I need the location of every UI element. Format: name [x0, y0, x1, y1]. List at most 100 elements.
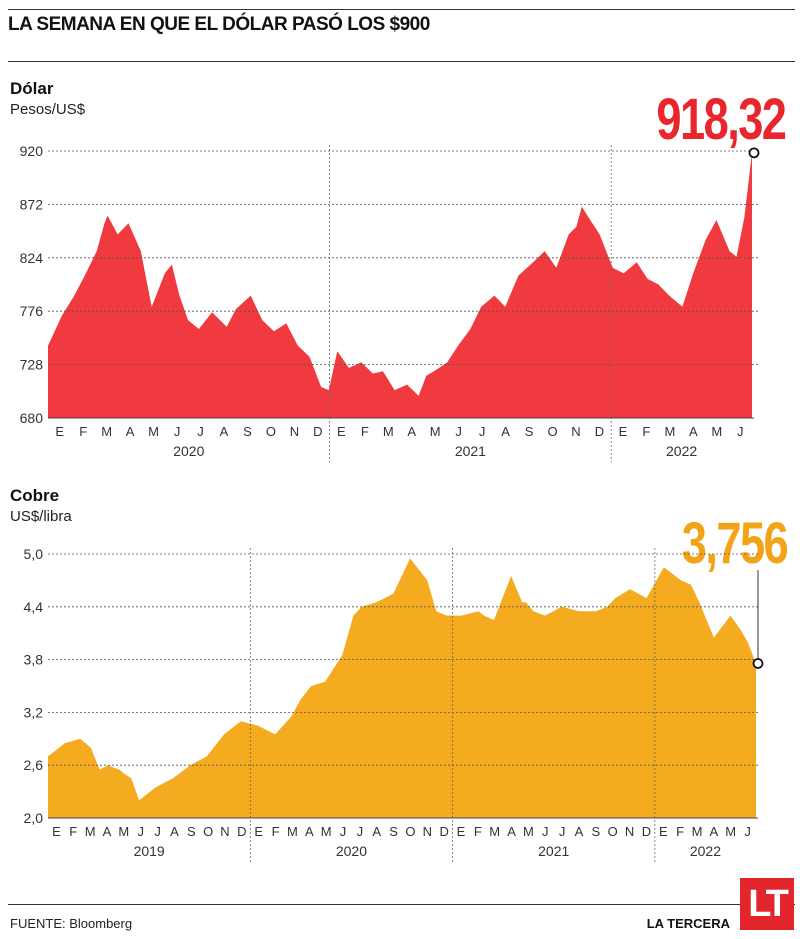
- dolar-month-label: D: [595, 424, 604, 439]
- cobre-month-label: O: [608, 824, 618, 839]
- cobre-month-label: J: [340, 824, 347, 839]
- cobre-month-label: M: [489, 824, 500, 839]
- cobre-month-label: M: [287, 824, 298, 839]
- cobre-month-label: A: [103, 824, 112, 839]
- headline: LA SEMANA EN QUE EL DÓLAR PASÓ LOS $900: [8, 14, 430, 35]
- dolar-unit: Pesos/US$: [10, 101, 86, 118]
- dolar-month-label: O: [266, 424, 276, 439]
- cobre-year-label: 2022: [690, 843, 721, 859]
- cobre-month-label: A: [507, 824, 516, 839]
- dolar-month-label: E: [55, 424, 64, 439]
- cobre-month-label: D: [439, 824, 448, 839]
- cobre-month-label: E: [254, 824, 263, 839]
- cobre-month-label: M: [321, 824, 332, 839]
- dolar-year-label: 2020: [173, 443, 204, 459]
- cobre-month-label: N: [220, 824, 229, 839]
- cobre-month-label: M: [523, 824, 534, 839]
- dolar-ytick-label: 680: [20, 410, 44, 426]
- cobre-ytick-label: 3,8: [24, 652, 44, 668]
- cobre-month-label: O: [203, 824, 213, 839]
- cobre-month-label: S: [389, 824, 398, 839]
- cobre-month-label: J: [542, 824, 549, 839]
- dolar-month-label: J: [174, 424, 181, 439]
- dolar-month-label: J: [479, 424, 486, 439]
- dolar-ytick-label: 920: [20, 143, 44, 159]
- cobre-month-label: M: [725, 824, 736, 839]
- cobre-ytick-label: 5,0: [24, 546, 44, 562]
- dolar-month-label: F: [361, 424, 369, 439]
- dolar-month-label: M: [148, 424, 159, 439]
- cobre-area: [48, 558, 756, 818]
- dolar-month-label: M: [664, 424, 675, 439]
- dolar-month-label: O: [547, 424, 557, 439]
- cobre-month-label: D: [642, 824, 651, 839]
- dolar-ytick-label: 776: [20, 303, 44, 319]
- dolar-month-label: S: [525, 424, 534, 439]
- cobre-month-label: E: [457, 824, 466, 839]
- cobre-month-label: J: [559, 824, 566, 839]
- cobre-month-label: J: [357, 824, 364, 839]
- dolar-month-label: J: [455, 424, 462, 439]
- cobre-month-label: M: [85, 824, 96, 839]
- dolar-last-point: [748, 147, 760, 159]
- cobre-month-label: A: [710, 824, 719, 839]
- dolar-year-label: 2022: [666, 443, 697, 459]
- dolar-month-label: J: [737, 424, 744, 439]
- cobre-month-label: J: [744, 824, 751, 839]
- cobre-month-label: A: [170, 824, 179, 839]
- cobre-year-label: 2020: [336, 843, 367, 859]
- cobre-month-label: A: [305, 824, 314, 839]
- header-rule: [8, 61, 795, 62]
- cobre-ytick-label: 3,2: [24, 704, 44, 720]
- dolar-area: [48, 152, 752, 418]
- cobre-month-label: A: [372, 824, 381, 839]
- cobre-chart: 5,04,43,83,22,62,0E F M A M J J A S O N D E F M A M J J A S O…: [24, 546, 764, 862]
- dolar-month-label: E: [619, 424, 628, 439]
- dolar-month-label: F: [642, 424, 650, 439]
- cobre-ytick-label: 2,0: [24, 810, 44, 826]
- cobre-unit: US$/libra: [10, 508, 72, 525]
- cobre-month-label: O: [405, 824, 415, 839]
- dolar-month-label: N: [571, 424, 580, 439]
- cobre-month-label: N: [625, 824, 634, 839]
- cobre-month-label: D: [237, 824, 246, 839]
- dolar-ytick-label: 728: [20, 357, 44, 373]
- dolar-month-label: J: [197, 424, 204, 439]
- dolar-ytick-label: 872: [20, 196, 44, 212]
- dolar-title: Dólar: [10, 79, 54, 98]
- dolar-month-label: S: [243, 424, 252, 439]
- dolar-ytick-label: 824: [20, 250, 44, 266]
- dolar-month-label: F: [79, 424, 87, 439]
- dolar-month-label: A: [407, 424, 416, 439]
- dolar-month-label: M: [711, 424, 722, 439]
- la-tercera-logo: LT: [740, 878, 794, 930]
- cobre-last-point: [752, 658, 764, 669]
- dolar-month-label: M: [101, 424, 112, 439]
- cobre-month-label: J: [154, 824, 161, 839]
- dolar-month-label: A: [689, 424, 698, 439]
- dolar-month-label: N: [290, 424, 299, 439]
- source-note: FUENTE: Bloomberg: [10, 916, 133, 931]
- cobre-month-label: S: [187, 824, 196, 839]
- cobre-month-label: F: [474, 824, 482, 839]
- cobre-month-label: M: [118, 824, 129, 839]
- dolar-month-label: D: [313, 424, 322, 439]
- cobre-month-label: N: [423, 824, 432, 839]
- dolar-month-label: A: [126, 424, 135, 439]
- cobre-month-label: M: [692, 824, 703, 839]
- cobre-title: Cobre: [10, 486, 60, 505]
- cobre-month-label: E: [52, 824, 61, 839]
- dolar-month-label: E: [337, 424, 346, 439]
- cobre-month-label: J: [137, 824, 144, 839]
- dolar-month-label: M: [430, 424, 441, 439]
- cobre-month-label: S: [592, 824, 601, 839]
- dolar-last-value: 918,32: [655, 87, 787, 152]
- cobre-year-label: 2021: [538, 843, 569, 859]
- top-rule: [8, 9, 795, 10]
- dolar-month-label: M: [383, 424, 394, 439]
- dolar-year-label: 2021: [455, 443, 486, 459]
- footer-rule: [8, 904, 795, 905]
- cobre-month-label: A: [575, 824, 584, 839]
- cobre-month-label: F: [676, 824, 684, 839]
